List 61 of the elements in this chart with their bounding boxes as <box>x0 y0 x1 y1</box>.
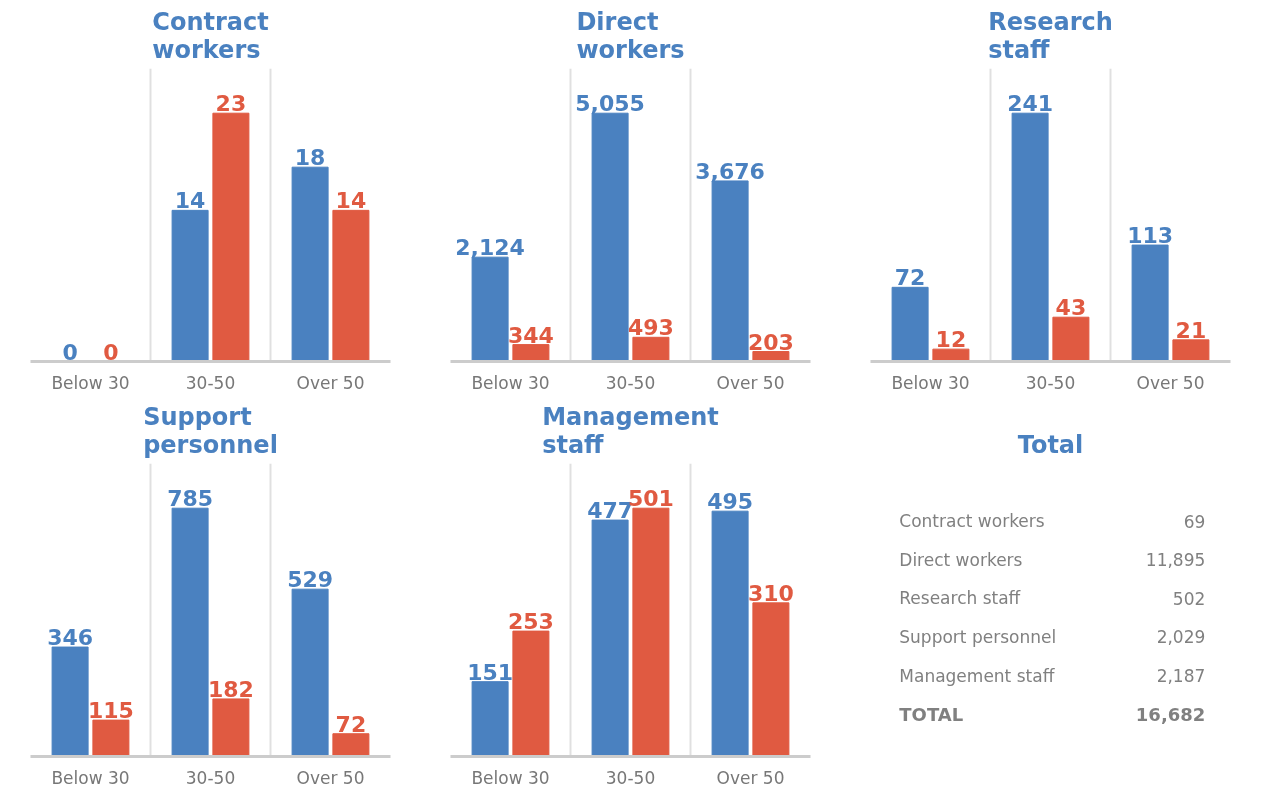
x-tick-label: 30-50 <box>1025 372 1076 393</box>
x-tick-label: Over 50 <box>296 767 365 788</box>
chart-title: Research staff <box>988 7 1113 64</box>
text: 2,187 <box>1156 666 1206 687</box>
data-label: 3,676 <box>695 158 765 184</box>
data-label: 493 <box>627 315 674 341</box>
x-tick-label: Below 30 <box>51 372 130 393</box>
data-label: 310 <box>747 580 794 606</box>
data-label: 113 <box>1127 223 1174 249</box>
text: 502 <box>1172 588 1206 609</box>
data-label: 23 <box>215 91 247 117</box>
data-label: 182 <box>207 676 254 702</box>
text: 11,895 <box>1145 550 1206 571</box>
x-tick-label: 30-50 <box>605 767 656 788</box>
x-tick-label: Over 50 <box>296 372 365 393</box>
data-label: 0 <box>103 339 119 365</box>
x-tick-label: Below 30 <box>891 372 970 393</box>
text: 16,682 <box>1135 703 1206 725</box>
data-label: 203 <box>747 329 794 355</box>
x-tick-label: Over 50 <box>716 372 785 393</box>
text: 2,029 <box>1156 627 1206 648</box>
x-tick-label: 30-50 <box>185 372 236 393</box>
x-tick-label: 30-50 <box>185 767 236 788</box>
x-tick-label: Over 50 <box>716 767 785 788</box>
data-label: 253 <box>507 609 554 635</box>
category-label: Management staff <box>899 665 1056 686</box>
data-label: 346 <box>47 625 94 651</box>
data-label: 72 <box>894 265 926 291</box>
category-label: Research staff <box>899 588 1022 609</box>
x-tick-label: Over 50 <box>1136 372 1205 393</box>
chart-title: Management staff <box>542 402 719 459</box>
chart-title: Direct workers <box>576 7 685 64</box>
data-label: 151 <box>467 659 514 685</box>
data-label: 14 <box>174 188 206 214</box>
x-tick-label: 30-50 <box>605 372 656 393</box>
category-label: Direct workers <box>899 549 1023 570</box>
chart-title: Contract workers <box>152 7 269 64</box>
data-label: 785 <box>167 486 214 512</box>
text: TOTAL <box>899 703 964 725</box>
data-label: 495 <box>707 489 754 515</box>
data-label: 18 <box>294 145 326 171</box>
data-label: 529 <box>287 567 334 593</box>
text: Total <box>1017 430 1084 459</box>
data-label: 21 <box>1175 317 1207 343</box>
x-tick-label: Below 30 <box>471 767 550 788</box>
category-label: Support personnel <box>899 626 1057 647</box>
text: 69 <box>1183 511 1206 532</box>
data-label: 43 <box>1055 295 1087 321</box>
data-label: 241 <box>1007 91 1054 117</box>
data-label: 0 <box>62 339 78 365</box>
category-label: Contract workers <box>899 511 1045 532</box>
data-label: 344 <box>507 322 554 348</box>
chart-title: Support personnel <box>143 402 278 459</box>
data-label: 14 <box>335 188 367 214</box>
x-tick-label: Below 30 <box>51 767 130 788</box>
data-label: 5,055 <box>575 91 645 117</box>
data-label: 2,124 <box>455 235 525 261</box>
x-tick-label: Below 30 <box>471 372 550 393</box>
data-label: 72 <box>335 711 367 737</box>
data-label: 12 <box>935 327 967 353</box>
data-label: 115 <box>87 698 134 724</box>
